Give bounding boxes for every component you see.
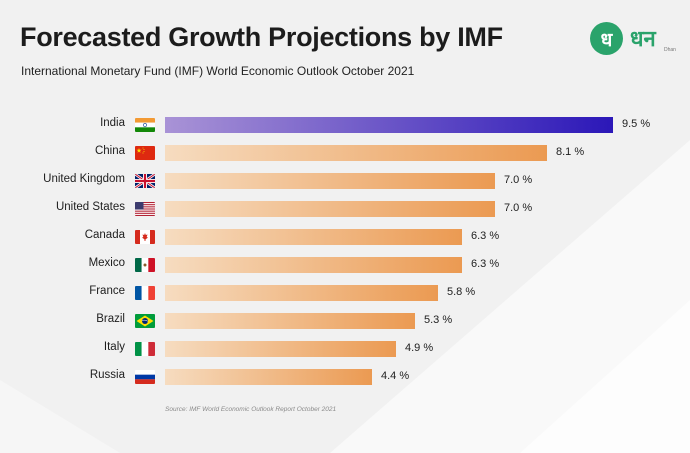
bar: [165, 285, 438, 301]
value-label: 9.5 %: [622, 118, 651, 130]
chart-title: Forecasted Growth Projections by IMF: [20, 22, 503, 52]
bar: [165, 229, 462, 245]
category-label: France: [89, 285, 125, 297]
category-label: Brazil: [96, 313, 125, 325]
value-label: 8.1 %: [556, 146, 585, 158]
bar: [165, 173, 495, 189]
us-flag-icon: [135, 202, 155, 216]
value-label: 5.8 %: [447, 286, 476, 298]
bar-row-russia: Russia 4.4 %: [0, 368, 690, 386]
value-label: 6.3 %: [471, 230, 500, 242]
category-label: China: [94, 145, 125, 157]
bar-row-united-states: United States 7.0 %: [0, 200, 690, 218]
bar-row-china: China 8.1 %: [0, 144, 690, 162]
mexico-flag-icon: [135, 258, 155, 272]
bar: [165, 313, 415, 329]
bar-row-india: India 9.5 %: [0, 116, 690, 134]
bar-row-brazil: Brazil 5.3 %: [0, 312, 690, 330]
category-label: Italy: [103, 341, 125, 353]
value-label: 4.9 %: [405, 342, 434, 354]
france-flag-icon: [135, 286, 155, 300]
category-label: Canada: [84, 229, 125, 241]
bar-row-united-kingdom: United Kingdom 7.0 %: [0, 172, 690, 190]
bar: [165, 117, 613, 133]
value-label: 5.3 %: [424, 314, 453, 326]
category-label: United Kingdom: [43, 173, 125, 185]
value-label: 6.3 %: [471, 258, 500, 270]
category-label: Mexico: [88, 257, 125, 269]
china-flag-icon: [135, 146, 155, 160]
italy-flag-icon: [135, 342, 155, 356]
chart-subtitle: International Monetary Fund (IMF) World …: [21, 64, 415, 78]
value-label: 4.4 %: [381, 370, 410, 382]
uk-flag-icon: [135, 174, 155, 188]
russia-flag-icon: [135, 370, 155, 384]
logo-subtext: Dhan: [664, 47, 676, 53]
canada-flag-icon: [135, 230, 155, 244]
logo-mark-icon: ध: [590, 22, 623, 55]
category-label: Russia: [89, 369, 125, 381]
value-label: 7.0 %: [504, 202, 533, 214]
logo-wordmark: धन: [630, 26, 656, 51]
bar-row-italy: Italy 4.9 %: [0, 340, 690, 358]
bar-row-france: France 5.8 %: [0, 284, 690, 302]
value-label: 7.0 %: [504, 174, 533, 186]
brazil-flag-icon: [135, 314, 155, 328]
category-label: India: [100, 117, 125, 129]
category-label: United States: [55, 201, 125, 213]
bar: [165, 257, 462, 273]
brand-logo[interactable]: ध धन Dhan: [590, 22, 676, 56]
bar: [165, 369, 372, 385]
bar-row-canada: Canada 6.3 %: [0, 228, 690, 246]
bar: [165, 341, 396, 357]
india-flag-icon: [135, 118, 155, 132]
bar-row-mexico: Mexico 6.3 %: [0, 256, 690, 274]
bar: [165, 201, 495, 217]
chart-source: Source: IMF World Economic Outlook Repor…: [165, 406, 337, 413]
bar: [165, 145, 547, 161]
